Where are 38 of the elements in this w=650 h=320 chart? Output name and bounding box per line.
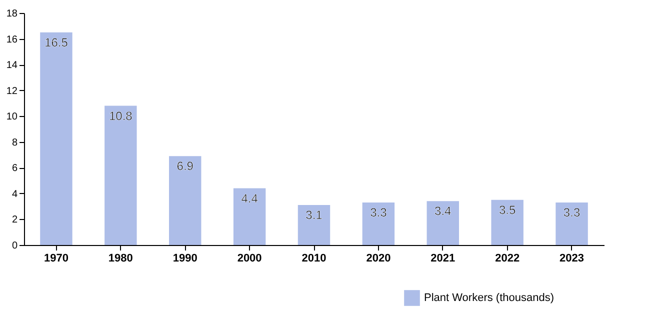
bar	[426, 201, 459, 245]
y-tick-label: 18	[6, 8, 18, 20]
x-tick-label: 1980	[108, 252, 133, 264]
y-tick-label: 2	[12, 214, 18, 226]
bar	[169, 156, 202, 245]
y-tick-label: 4	[12, 188, 18, 200]
data-label: 3.3	[563, 205, 580, 220]
bar	[556, 202, 588, 245]
y-tick-label: 14	[6, 60, 18, 72]
data-label: 3.4	[434, 204, 452, 218]
bar	[104, 106, 137, 245]
data-label: 3.5	[498, 202, 516, 217]
x-tick-label: 2022	[495, 252, 520, 264]
bar	[40, 32, 72, 245]
y-tick-label: 16	[6, 34, 18, 46]
y-tick-label: 12	[6, 86, 18, 97]
y-tick-label: 8	[12, 137, 18, 148]
x-tick-label: 2000	[237, 252, 262, 264]
x-tick-label: 2021	[430, 252, 456, 264]
y-tick-label: 0	[12, 240, 18, 252]
data-label: 4.4	[241, 191, 258, 206]
data-label: 6.9	[176, 159, 194, 174]
bar	[362, 202, 395, 245]
x-tick-label: 2020	[366, 252, 391, 264]
x-tick-label: 2010	[302, 252, 326, 264]
data-label: 16.5	[44, 35, 68, 50]
bar	[491, 200, 524, 245]
y-tick-label: 6	[12, 163, 18, 174]
x-tick-label: 1990	[172, 252, 198, 264]
data-label: 3.1	[306, 208, 323, 222]
data-label: 3.3	[370, 205, 388, 220]
y-tick-label: 10	[6, 112, 18, 123]
x-tick-label: 1970	[44, 252, 68, 264]
data-label: 10.8	[108, 108, 133, 123]
legend-label: Plant Workers (thousands)	[424, 292, 554, 304]
x-tick-label: 2023	[560, 252, 584, 264]
bar	[298, 205, 330, 245]
bar	[233, 188, 266, 245]
